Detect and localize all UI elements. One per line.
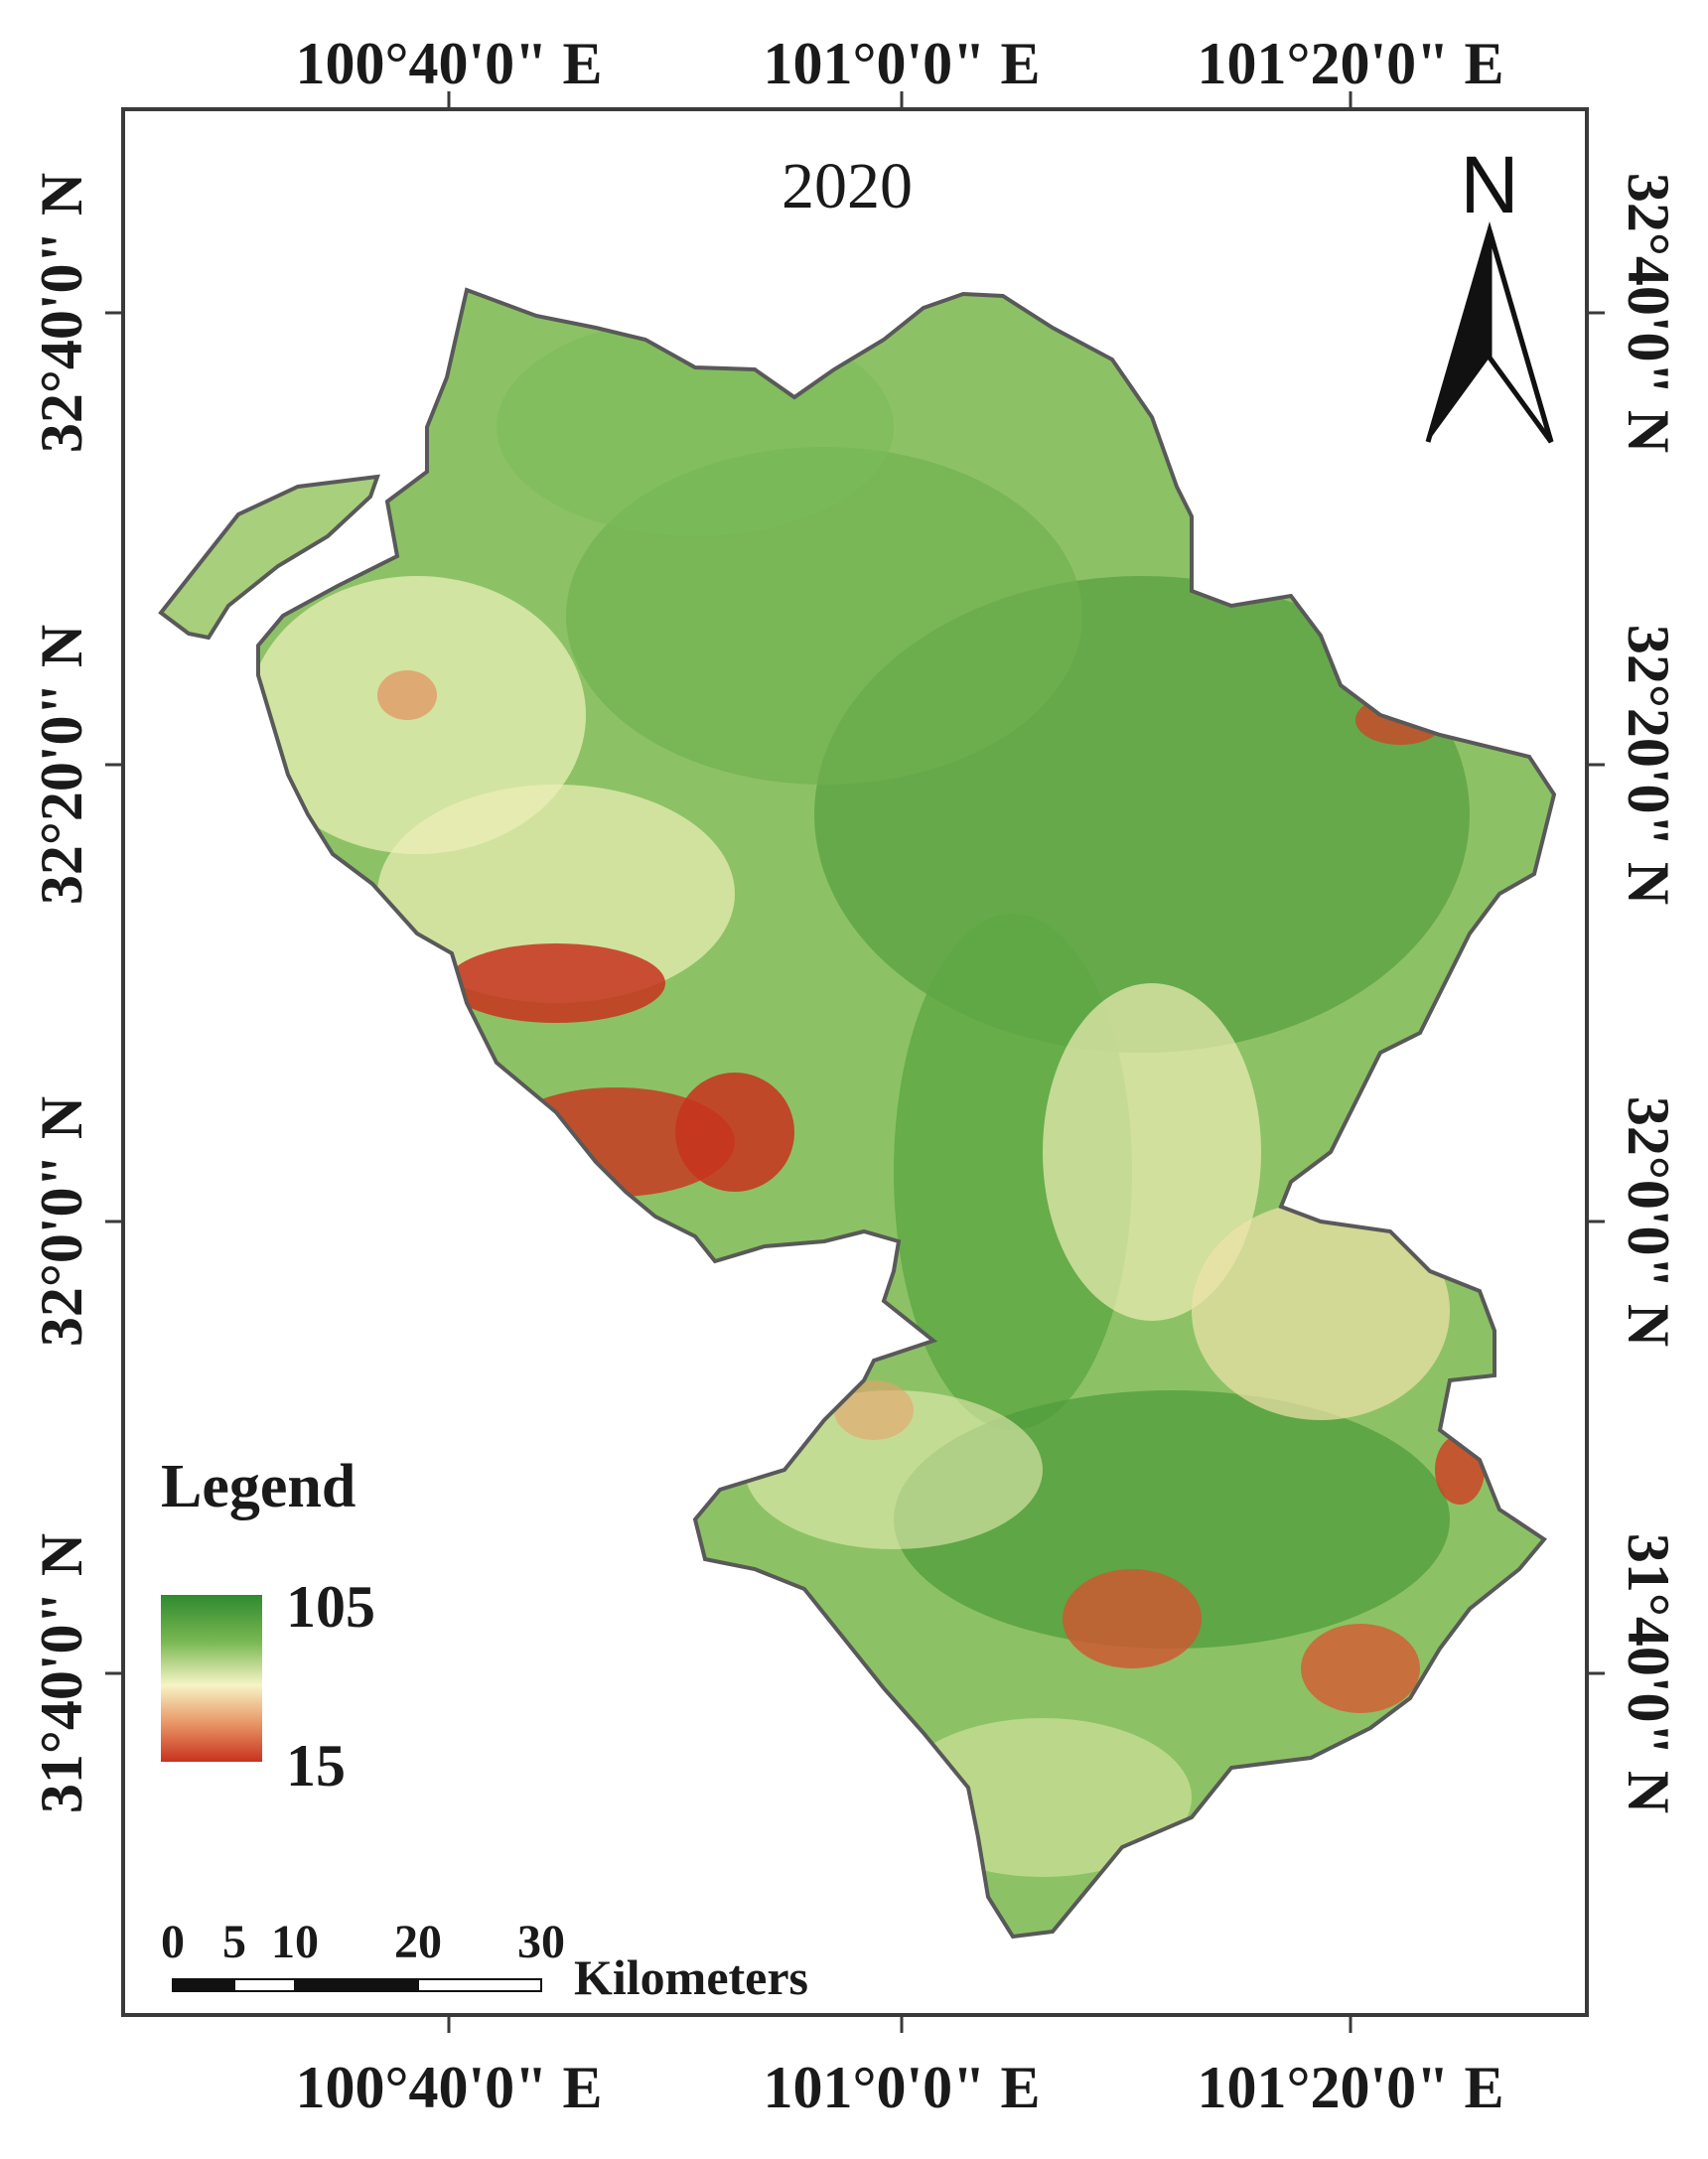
graticule-ticks [105,91,1605,2033]
legend-min-label: 15 [286,1733,346,1799]
scale-tick-10: 10 [271,1916,319,1968]
island-polygon [158,474,380,641]
scale-tick-30: 30 [517,1916,565,1968]
legend-color-ramp [161,1595,262,1762]
legend-title: Legend [161,1453,356,1520]
coord-bottom-100-40: 100°40'0" E [295,2055,603,2120]
coord-top-100-40: 100°40'0" E [295,31,603,96]
scale-unit-label: Kilometers [574,1949,809,2005]
north-arrow-icon [1425,221,1554,444]
raster-surface [258,290,1554,1937]
map-title: 2020 [782,150,913,222]
coord-top-101-20: 101°20'0" E [1197,31,1504,96]
scale-tick-5: 5 [222,1916,246,1968]
coord-bottom-101-00: 101°0'0" E [763,2055,1041,2120]
legend-max-label: 105 [286,1574,375,1640]
scale-bar [172,1978,542,1992]
scale-tick-20: 20 [394,1916,442,1968]
scale-tick-0: 0 [161,1916,185,1968]
north-label: N [1460,140,1519,230]
coord-top-101-00: 101°0'0" E [763,31,1041,96]
coord-bottom-101-20: 101°20'0" E [1197,2055,1504,2120]
